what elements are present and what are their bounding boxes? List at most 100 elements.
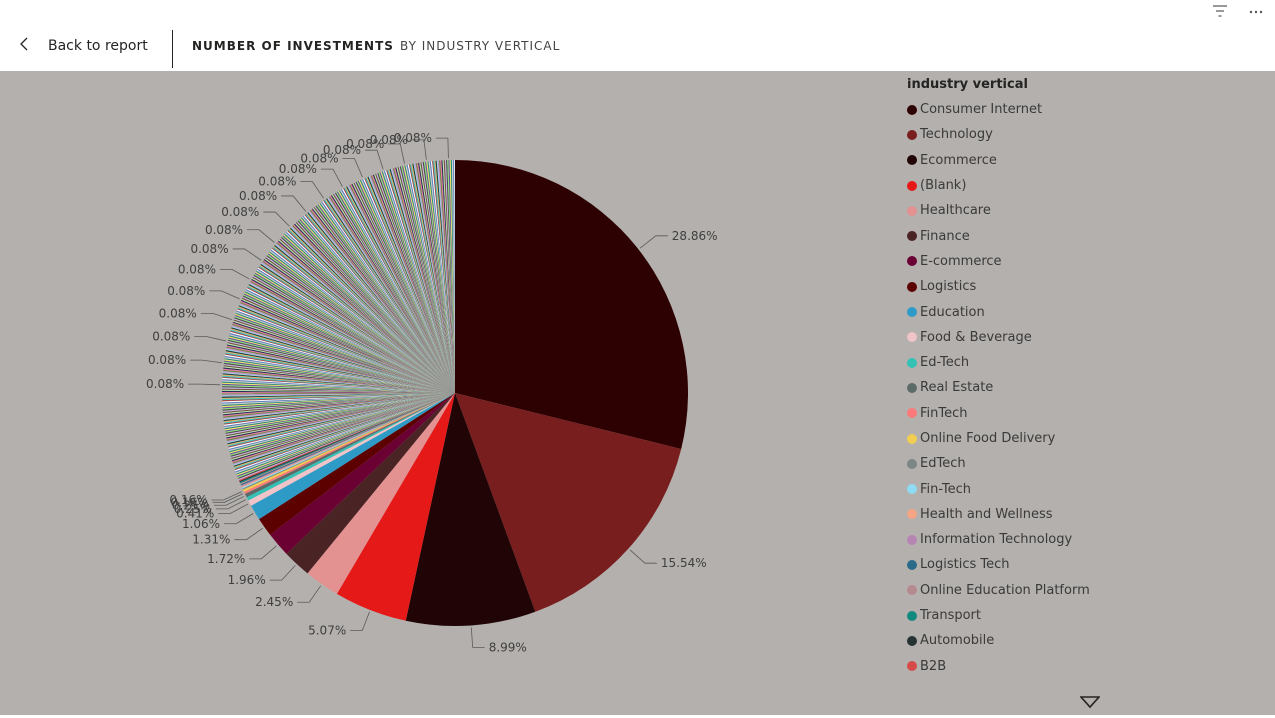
pie-slice[interactable] <box>235 315 455 393</box>
pie-slice[interactable] <box>247 285 455 393</box>
legend-item[interactable]: Transport <box>907 603 1247 628</box>
pie-slice[interactable] <box>444 160 455 393</box>
pie-slice[interactable] <box>231 325 455 393</box>
pie-slice[interactable] <box>233 393 455 467</box>
pie-slice[interactable] <box>259 265 455 393</box>
pie-slice[interactable] <box>306 212 455 393</box>
pie-slice[interactable] <box>348 185 455 393</box>
pie-slice[interactable] <box>396 167 455 393</box>
pie-slice[interactable] <box>418 162 455 393</box>
pie-slice[interactable] <box>439 160 455 393</box>
pie-slice[interactable] <box>240 301 455 393</box>
pie-slice[interactable] <box>404 165 455 393</box>
pie-slice[interactable] <box>355 181 455 393</box>
pie-slice[interactable] <box>229 393 455 454</box>
pie-slice[interactable] <box>291 226 455 393</box>
pie-slice[interactable] <box>231 327 455 393</box>
pie-slice[interactable] <box>334 193 455 393</box>
pie-slice[interactable] <box>261 261 455 393</box>
pie-slice[interactable] <box>228 393 455 449</box>
pie-slice[interactable] <box>332 194 455 393</box>
pie-slice[interactable] <box>222 388 455 393</box>
pie-slice[interactable] <box>222 393 455 402</box>
pie-slice[interactable] <box>222 393 455 403</box>
pie-slice[interactable] <box>233 318 455 393</box>
scroll-down-icon[interactable] <box>1079 695 1101 709</box>
pie-slice[interactable] <box>415 163 455 393</box>
pie-slice[interactable] <box>233 393 455 468</box>
pie-slice[interactable] <box>224 359 455 393</box>
pie-slice[interactable] <box>315 205 455 393</box>
pie-slice[interactable] <box>226 344 455 393</box>
pie-slice[interactable] <box>222 377 455 393</box>
pie-slice[interactable] <box>448 160 455 393</box>
pie-slice[interactable] <box>246 393 455 501</box>
pie-slice[interactable] <box>328 196 455 393</box>
pie-slice[interactable] <box>269 250 455 393</box>
pie-slice[interactable] <box>231 393 455 459</box>
pie-slice[interactable] <box>286 231 455 393</box>
pie-slice[interactable] <box>232 323 455 393</box>
pie-slice[interactable] <box>226 393 455 442</box>
pie-slice[interactable] <box>394 167 455 393</box>
pie-slice[interactable] <box>230 393 455 458</box>
pie-slice[interactable] <box>451 160 455 393</box>
pie-slice[interactable] <box>223 362 455 393</box>
pie-slice[interactable] <box>222 393 455 412</box>
pie-slice[interactable] <box>241 298 455 393</box>
pie-slice[interactable] <box>227 393 455 447</box>
legend-item[interactable]: Real Estate <box>907 375 1247 400</box>
pie-slice[interactable] <box>425 161 455 393</box>
pie-slice[interactable] <box>292 225 455 393</box>
pie-slice[interactable] <box>358 180 455 393</box>
pie-slice[interactable] <box>222 393 455 395</box>
pie-slice[interactable] <box>222 374 455 393</box>
pie-slice[interactable] <box>340 189 455 393</box>
pie-slice[interactable] <box>225 393 455 436</box>
pie-slice[interactable] <box>363 178 455 393</box>
pie-slice[interactable] <box>286 393 455 574</box>
pie-slice[interactable] <box>244 291 455 393</box>
pie-slice[interactable] <box>228 336 455 393</box>
legend-item[interactable]: Online Food Delivery <box>907 426 1247 451</box>
pie-slice[interactable] <box>222 389 455 393</box>
pie-slice[interactable] <box>312 207 455 393</box>
pie-slice[interactable] <box>229 393 455 453</box>
pie-slice[interactable] <box>226 345 455 393</box>
pie-slice[interactable] <box>239 304 455 393</box>
pie-slice[interactable] <box>223 363 455 393</box>
pie-slice[interactable] <box>279 238 455 393</box>
pie-slice[interactable] <box>259 393 455 535</box>
pie-slice[interactable] <box>238 393 455 480</box>
pie-slice[interactable] <box>330 195 455 393</box>
pie-slice[interactable] <box>242 296 455 393</box>
pie-slice[interactable] <box>288 229 455 393</box>
pie-slice[interactable] <box>222 370 455 393</box>
pie-slice[interactable] <box>226 346 455 393</box>
legend-item[interactable]: EdTech <box>907 451 1247 476</box>
pie-slice[interactable] <box>367 176 455 393</box>
pie-slice[interactable] <box>258 266 455 393</box>
pie-slice[interactable] <box>423 161 455 393</box>
pie-slice[interactable] <box>241 297 455 393</box>
pie-slice[interactable] <box>238 305 455 393</box>
pie-slice[interactable] <box>225 393 455 434</box>
pie-slice[interactable] <box>299 218 455 393</box>
legend-item[interactable]: Health and Wellness <box>907 502 1247 527</box>
pie-slice[interactable] <box>285 232 455 393</box>
pie-slice[interactable] <box>370 175 455 393</box>
pie-slice[interactable] <box>324 199 455 393</box>
pie-slice[interactable] <box>352 183 455 393</box>
legend-item[interactable]: Finance <box>907 223 1247 248</box>
pie-slice[interactable] <box>231 326 455 393</box>
pie-slice[interactable] <box>403 165 455 393</box>
pie-slice[interactable] <box>296 221 455 393</box>
pie-slice[interactable] <box>225 350 455 393</box>
legend-item[interactable]: Education <box>907 299 1247 324</box>
pie-slice[interactable] <box>397 166 455 393</box>
pie-slice[interactable] <box>226 393 455 439</box>
pie-slice[interactable] <box>223 393 455 417</box>
pie-slice[interactable] <box>235 393 455 474</box>
pie-slice[interactable] <box>310 209 455 393</box>
pie-slice[interactable] <box>388 169 455 393</box>
